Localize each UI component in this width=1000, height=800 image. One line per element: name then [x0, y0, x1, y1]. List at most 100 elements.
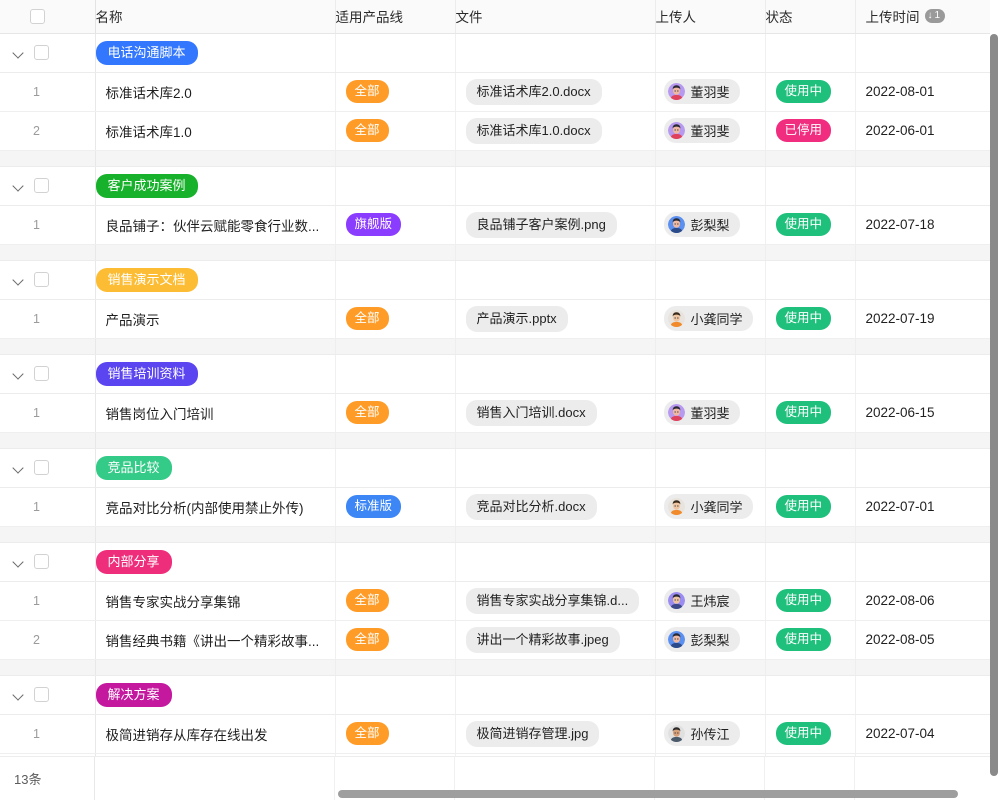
sort-indicator-badge[interactable]: ↓ 1 [924, 9, 946, 24]
file-chip[interactable]: 良品铺子客户案例.png [465, 211, 617, 238]
column-header-product-line[interactable]: 适用产品线 [335, 0, 456, 34]
uploader-chip[interactable]: 彭梨梨 [663, 212, 740, 237]
row-status-cell[interactable]: 使用中 [765, 72, 856, 112]
row-product-line-cell[interactable]: 全部 [335, 393, 456, 433]
row-name-cell[interactable]: 销售专家实战分享集锦 [95, 581, 336, 621]
row-upload-time-cell[interactable]: 2022-07-01 [855, 487, 990, 527]
file-chip[interactable]: 极简进销存管理.jpg [465, 720, 600, 747]
row-upload-time-cell[interactable]: 2022-08-06 [855, 581, 990, 621]
row-status-cell[interactable]: 使用中 [765, 393, 856, 433]
table-row[interactable]: 1 极简进销存从库存在线出发 全部 极简进销存管理.jpg 孙传江 使用中 2022-07-… [0, 714, 990, 754]
row-file-cell[interactable]: 标准话术库1.0.docx [455, 111, 656, 151]
group-header-row[interactable]: 销售演示文档 [0, 260, 990, 300]
row-product-line-cell[interactable]: 全部 [335, 299, 456, 339]
row-uploader-cell[interactable]: 孙传江 [655, 714, 766, 754]
row-product-line-cell[interactable]: 全部 [335, 581, 456, 621]
row-uploader-cell[interactable]: 董羽斐 [655, 393, 766, 433]
group-toggle-wrap[interactable] [0, 449, 95, 487]
group-checkbox-icon[interactable] [34, 272, 49, 287]
uploader-chip[interactable]: 董羽斐 [663, 118, 740, 143]
header-select-all-cell[interactable] [0, 0, 96, 34]
row-product-line-cell[interactable]: 旗舰版 [335, 205, 456, 245]
row-upload-time-cell[interactable]: 2022-08-05 [855, 620, 990, 660]
row-status-cell[interactable]: 使用中 [765, 620, 856, 660]
group-checkbox-icon[interactable] [34, 554, 49, 569]
chevron-down-icon[interactable] [12, 461, 25, 474]
group-label-badge[interactable]: 销售培训资料 [95, 361, 198, 386]
row-file-cell[interactable]: 产品演示.pptx [455, 299, 656, 339]
uploader-chip[interactable]: 小龚同学 [663, 494, 753, 519]
group-toggle-cell[interactable] [0, 542, 96, 582]
group-toggle-cell[interactable] [0, 166, 96, 206]
column-header-name[interactable]: 名称 [95, 0, 336, 34]
row-name-cell[interactable]: 标准话术库1.0 [95, 111, 336, 151]
row-product-line-cell[interactable]: 全部 [335, 620, 456, 660]
group-label-badge[interactable]: 内部分享 [95, 549, 172, 574]
row-uploader-cell[interactable]: 彭梨梨 [655, 620, 766, 660]
row-status-cell[interactable]: 已停用 [765, 111, 856, 151]
table-row[interactable]: 1 良品铺子：伙伴云赋能零食行业数... 旗舰版 良品铺子客户案例.png 彭梨梨 使用中… [0, 205, 990, 245]
file-chip[interactable]: 标准话术库2.0.docx [465, 78, 602, 105]
group-label-badge[interactable]: 客户成功案例 [95, 173, 198, 198]
table-row[interactable]: 1 标准话术库2.0 全部 标准话术库2.0.docx 董羽斐 使用中 2022-08-01 [0, 72, 990, 112]
row-uploader-cell[interactable]: 董羽斐 [655, 111, 766, 151]
row-upload-time-cell[interactable]: 2022-06-01 [855, 111, 990, 151]
uploader-chip[interactable]: 王炜宸 [663, 588, 740, 613]
table-row[interactable]: 2 标准话术库1.0 全部 标准话术库1.0.docx 董羽斐 已停用 2022-06-01 [0, 111, 990, 151]
group-toggle-cell[interactable] [0, 675, 96, 715]
row-file-cell[interactable]: 标准话术库2.0.docx [455, 72, 656, 112]
group-toggle-cell[interactable] [0, 260, 96, 300]
group-toggle-cell[interactable] [0, 33, 96, 73]
column-header-status[interactable]: 状态 [765, 0, 856, 34]
row-product-line-cell[interactable]: 标准版 [335, 487, 456, 527]
row-name-cell[interactable]: 竞品对比分析(内部使用禁止外传) [95, 487, 336, 527]
row-uploader-cell[interactable]: 小龚同学 [655, 299, 766, 339]
table-scroll-region[interactable]: 名称 适用产品线 文件 上传人 状态 上传时间 ↓ 1 [0, 0, 990, 778]
group-header-row[interactable]: 解决方案 [0, 675, 990, 715]
group-toggle-wrap[interactable] [0, 34, 95, 72]
row-status-cell[interactable]: 使用中 [765, 581, 856, 621]
file-chip[interactable]: 标准话术库1.0.docx [465, 117, 602, 144]
row-file-cell[interactable]: 良品铺子客户案例.png [455, 205, 656, 245]
upload-time-header-inner[interactable]: 上传时间 ↓ 1 [856, 6, 990, 26]
row-name-cell[interactable]: 产品演示 [95, 299, 336, 339]
row-uploader-cell[interactable]: 王炜宸 [655, 581, 766, 621]
chevron-down-icon[interactable] [12, 555, 25, 568]
row-name-cell[interactable]: 销售经典书籍《讲出一个精彩故事... [95, 620, 336, 660]
chevron-down-icon[interactable] [12, 46, 25, 59]
group-toggle-wrap[interactable] [0, 167, 95, 205]
chevron-down-icon[interactable] [12, 688, 25, 701]
row-upload-time-cell[interactable]: 2022-08-01 [855, 72, 990, 112]
row-name-cell[interactable]: 良品铺子：伙伴云赋能零食行业数... [95, 205, 336, 245]
group-toggle-cell[interactable] [0, 448, 96, 488]
table-row[interactable]: 1 产品演示 全部 产品演示.pptx 小龚同学 使用中 2022-07-19 [0, 299, 990, 339]
group-header-row[interactable]: 客户成功案例 [0, 166, 990, 206]
uploader-chip[interactable]: 彭梨梨 [663, 627, 740, 652]
chevron-down-icon[interactable] [12, 367, 25, 380]
row-name-cell[interactable]: 标准话术库2.0 [95, 72, 336, 112]
group-label-badge[interactable]: 销售演示文档 [95, 267, 198, 292]
row-file-cell[interactable]: 销售入门培训.docx [455, 393, 656, 433]
row-product-line-cell[interactable]: 全部 [335, 714, 456, 754]
uploader-chip[interactable]: 小龚同学 [663, 306, 753, 331]
group-checkbox-icon[interactable] [34, 687, 49, 702]
group-checkbox-icon[interactable] [34, 45, 49, 60]
row-file-cell[interactable]: 竞品对比分析.docx [455, 487, 656, 527]
row-upload-time-cell[interactable]: 2022-06-15 [855, 393, 990, 433]
row-name-cell[interactable]: 销售岗位入门培训 [95, 393, 336, 433]
group-checkbox-icon[interactable] [34, 366, 49, 381]
group-checkbox-icon[interactable] [34, 460, 49, 475]
uploader-chip[interactable]: 孙传江 [663, 721, 740, 746]
checkbox-icon[interactable] [30, 8, 45, 24]
row-upload-time-cell[interactable]: 2022-07-18 [855, 205, 990, 245]
row-upload-time-cell[interactable]: 2022-07-04 [855, 714, 990, 754]
group-header-row[interactable]: 内部分享 [0, 542, 990, 582]
row-product-line-cell[interactable]: 全部 [335, 72, 456, 112]
file-chip[interactable]: 销售入门培训.docx [465, 399, 597, 426]
column-header-file[interactable]: 文件 [455, 0, 656, 34]
column-header-uploader[interactable]: 上传人 [655, 0, 766, 34]
row-uploader-cell[interactable]: 彭梨梨 [655, 205, 766, 245]
select-all-wrap[interactable] [0, 0, 95, 33]
group-toggle-cell[interactable] [0, 354, 96, 394]
row-file-cell[interactable]: 讲出一个精彩故事.jpeg [455, 620, 656, 660]
